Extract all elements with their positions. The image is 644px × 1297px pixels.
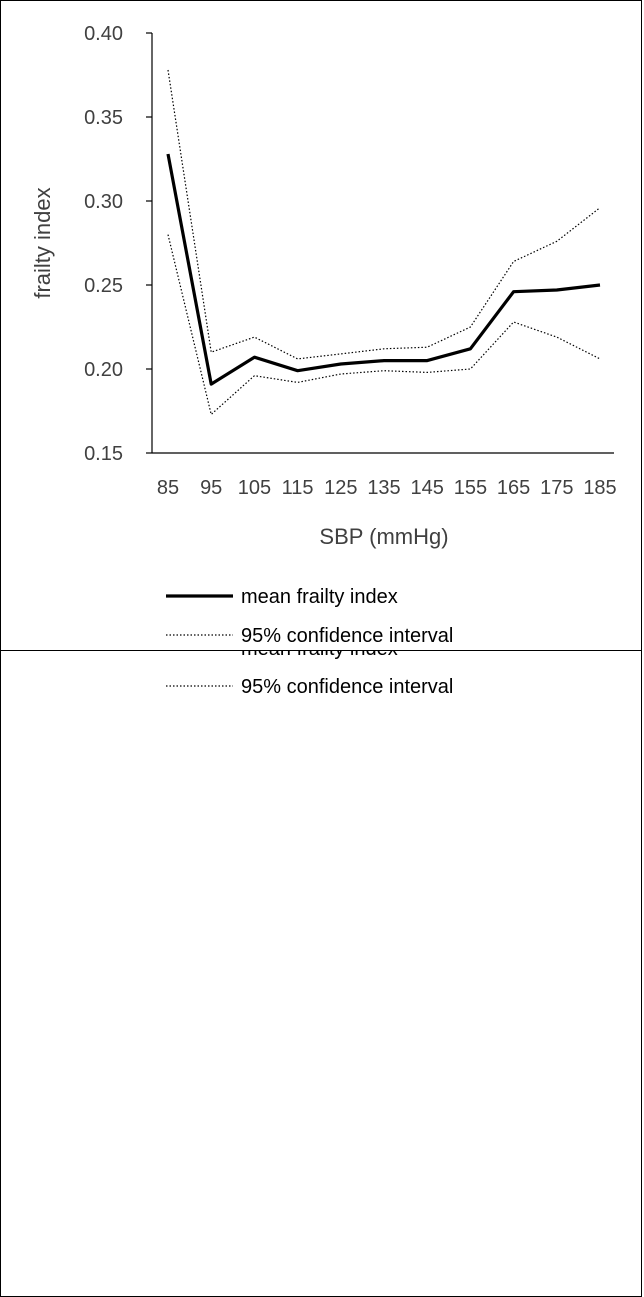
y-axis-title: frailty index — [30, 187, 55, 298]
ci-upper-line — [167, 69, 601, 360]
dbp-chart: 0.400.350.300.250.200.15455565758595105D… — [166, 651, 453, 698]
x-tick-label: 135 — [367, 477, 400, 499]
x-tick-label: 155 — [454, 477, 487, 499]
legend-label-mean: mean frailty index — [241, 651, 398, 660]
sbp-chart-panel: 0.40 0.35 0.30 0.25 0.20 0.15 85 95 105 115 125 135… — [0, 0, 642, 651]
x-tick-label: 115 — [282, 477, 314, 499]
legend-label-ci: 95% confidence interval — [241, 676, 453, 698]
dbp-chart-panel: 0.400.350.300.250.200.15455565758595105D… — [0, 650, 642, 1297]
y-tick-label: 0.25 — [84, 275, 123, 297]
x-tick-label: 85 — [157, 477, 179, 499]
y-tick-label: 0.20 — [84, 359, 123, 381]
x-tick-label: 165 — [497, 477, 530, 499]
x-tick-label: 175 — [540, 477, 573, 499]
x-tick-label: 185 — [583, 477, 616, 499]
mean-frailty-line — [166, 153, 601, 386]
y-tick-label: 0.15 — [84, 443, 123, 465]
x-tick-label: 145 — [411, 477, 444, 499]
x-axis-title: SBP (mmHg) — [319, 524, 448, 549]
x-tick-label: 105 — [238, 477, 271, 499]
ci-lower-line — [167, 234, 601, 416]
x-tick-label: 95 — [200, 477, 222, 499]
y-tick-label: 0.40 — [84, 23, 123, 45]
y-tick-label: 0.35 — [84, 107, 123, 129]
y-tick-label: 0.30 — [84, 191, 123, 213]
x-tick-label: 125 — [324, 477, 357, 499]
legend-label-mean: mean frailty index — [241, 586, 398, 608]
legend-label-ci: 95% confidence interval — [241, 625, 453, 647]
sbp-chart: 0.40 0.35 0.30 0.25 0.20 0.15 85 95 105 115 125 135… — [30, 23, 617, 647]
